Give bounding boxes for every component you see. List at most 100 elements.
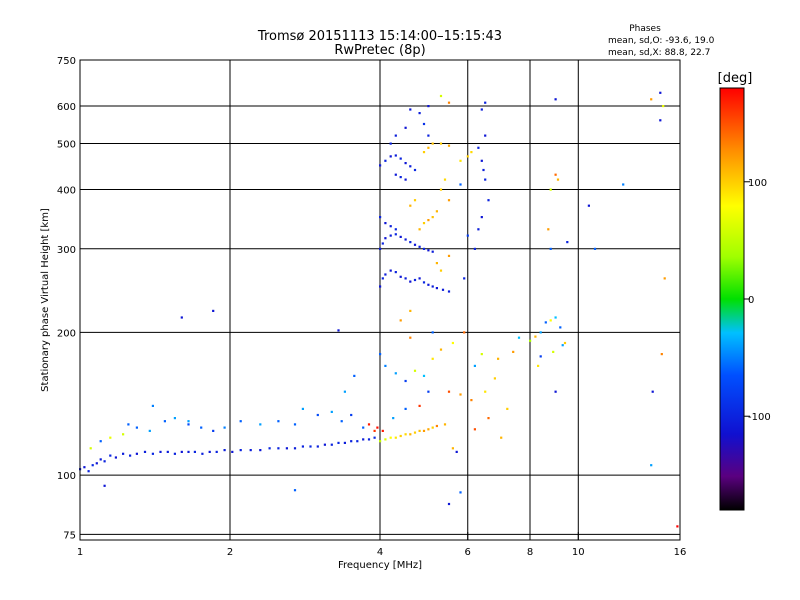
data-point bbox=[201, 452, 204, 455]
data-point bbox=[439, 142, 443, 145]
data-point bbox=[427, 283, 430, 286]
data-point bbox=[394, 233, 397, 236]
data-point bbox=[404, 126, 407, 129]
data-point bbox=[223, 449, 226, 452]
data-point bbox=[259, 449, 262, 452]
data-point bbox=[323, 443, 326, 446]
data-point bbox=[422, 247, 426, 250]
data-point bbox=[422, 374, 426, 377]
data-point bbox=[394, 436, 397, 439]
data-point bbox=[422, 429, 426, 432]
data-point bbox=[409, 309, 412, 312]
data-point bbox=[451, 447, 454, 450]
data-point bbox=[431, 142, 434, 145]
data-point bbox=[431, 331, 434, 334]
data-point bbox=[109, 436, 112, 439]
data-point bbox=[316, 445, 319, 448]
data-point bbox=[559, 326, 562, 329]
data-point bbox=[418, 228, 421, 231]
data-point bbox=[422, 151, 426, 154]
data-point bbox=[404, 277, 407, 280]
data-point bbox=[413, 431, 417, 434]
x-tick-label: 4 bbox=[377, 547, 383, 558]
data-point bbox=[231, 450, 234, 453]
y-ticks: 75 100 200 300 400 500 600 750 bbox=[57, 56, 76, 541]
data-point bbox=[539, 355, 542, 358]
data-point bbox=[373, 436, 376, 439]
data-point bbox=[379, 440, 382, 443]
data-point bbox=[103, 484, 106, 487]
x-tick-label: 2 bbox=[227, 547, 233, 558]
data-point bbox=[127, 423, 130, 426]
data-point bbox=[506, 407, 509, 410]
data-point bbox=[409, 165, 412, 168]
data-point bbox=[466, 234, 469, 237]
data-point bbox=[212, 429, 215, 432]
data-point bbox=[439, 348, 443, 351]
data-point bbox=[89, 447, 92, 450]
data-point bbox=[459, 393, 462, 396]
plot-area: 1 2 4 6 8 10 16 75 100 200 300 400 500 600 750 bbox=[57, 56, 686, 558]
data-point bbox=[512, 350, 515, 353]
data-point bbox=[114, 456, 117, 459]
data-point bbox=[135, 426, 138, 429]
data-point bbox=[193, 450, 196, 453]
data-point bbox=[409, 433, 412, 436]
data-point bbox=[103, 460, 106, 463]
data-point bbox=[379, 247, 382, 250]
data-point bbox=[409, 336, 412, 339]
data-point bbox=[259, 423, 262, 426]
data-point bbox=[384, 159, 387, 162]
data-point bbox=[362, 426, 365, 429]
data-point bbox=[447, 199, 451, 202]
data-point bbox=[552, 350, 555, 353]
data-point bbox=[561, 344, 564, 347]
data-point bbox=[537, 364, 540, 367]
data-point bbox=[427, 105, 430, 108]
data-point bbox=[422, 222, 426, 225]
data-point bbox=[622, 183, 625, 186]
data-point bbox=[83, 466, 86, 469]
data-point bbox=[473, 428, 476, 431]
data-point bbox=[413, 243, 417, 246]
x-tick-label: 8 bbox=[527, 547, 533, 558]
data-point bbox=[99, 440, 102, 443]
chart-subtitle: RwPretec (8p) bbox=[334, 43, 425, 58]
data-point bbox=[427, 249, 430, 252]
data-point bbox=[399, 434, 402, 438]
data-points bbox=[79, 91, 679, 528]
data-point bbox=[394, 271, 397, 274]
data-point bbox=[441, 288, 445, 291]
x-tick-label: 16 bbox=[674, 547, 687, 558]
data-point bbox=[549, 247, 552, 250]
x-axis-label: Frequency [MHz] bbox=[338, 560, 422, 571]
data-point bbox=[463, 277, 466, 280]
data-point bbox=[277, 420, 280, 423]
data-point bbox=[431, 250, 434, 253]
data-point bbox=[394, 173, 397, 176]
data-point bbox=[122, 433, 125, 436]
chart-title: Tromsø 20151113 15:14:00–15:15:43 bbox=[257, 29, 502, 44]
data-point bbox=[477, 228, 480, 231]
y-tick-label: 200 bbox=[57, 328, 76, 339]
data-point bbox=[208, 450, 211, 453]
y-tick-label: 75 bbox=[63, 530, 76, 541]
data-point bbox=[480, 108, 483, 111]
data-point bbox=[470, 399, 473, 402]
data-point bbox=[389, 225, 392, 228]
data-point bbox=[343, 390, 346, 393]
data-point bbox=[399, 157, 402, 160]
data-point bbox=[556, 178, 560, 181]
data-point bbox=[554, 98, 557, 101]
data-point bbox=[418, 277, 421, 280]
data-point bbox=[676, 525, 679, 528]
data-point bbox=[392, 417, 395, 420]
data-point bbox=[404, 162, 407, 165]
data-point bbox=[480, 353, 483, 356]
y-tick-label: 300 bbox=[57, 245, 76, 256]
data-point bbox=[129, 454, 132, 457]
data-point bbox=[337, 329, 340, 332]
data-point bbox=[413, 278, 417, 282]
data-point bbox=[447, 101, 451, 104]
data-point bbox=[447, 254, 451, 257]
